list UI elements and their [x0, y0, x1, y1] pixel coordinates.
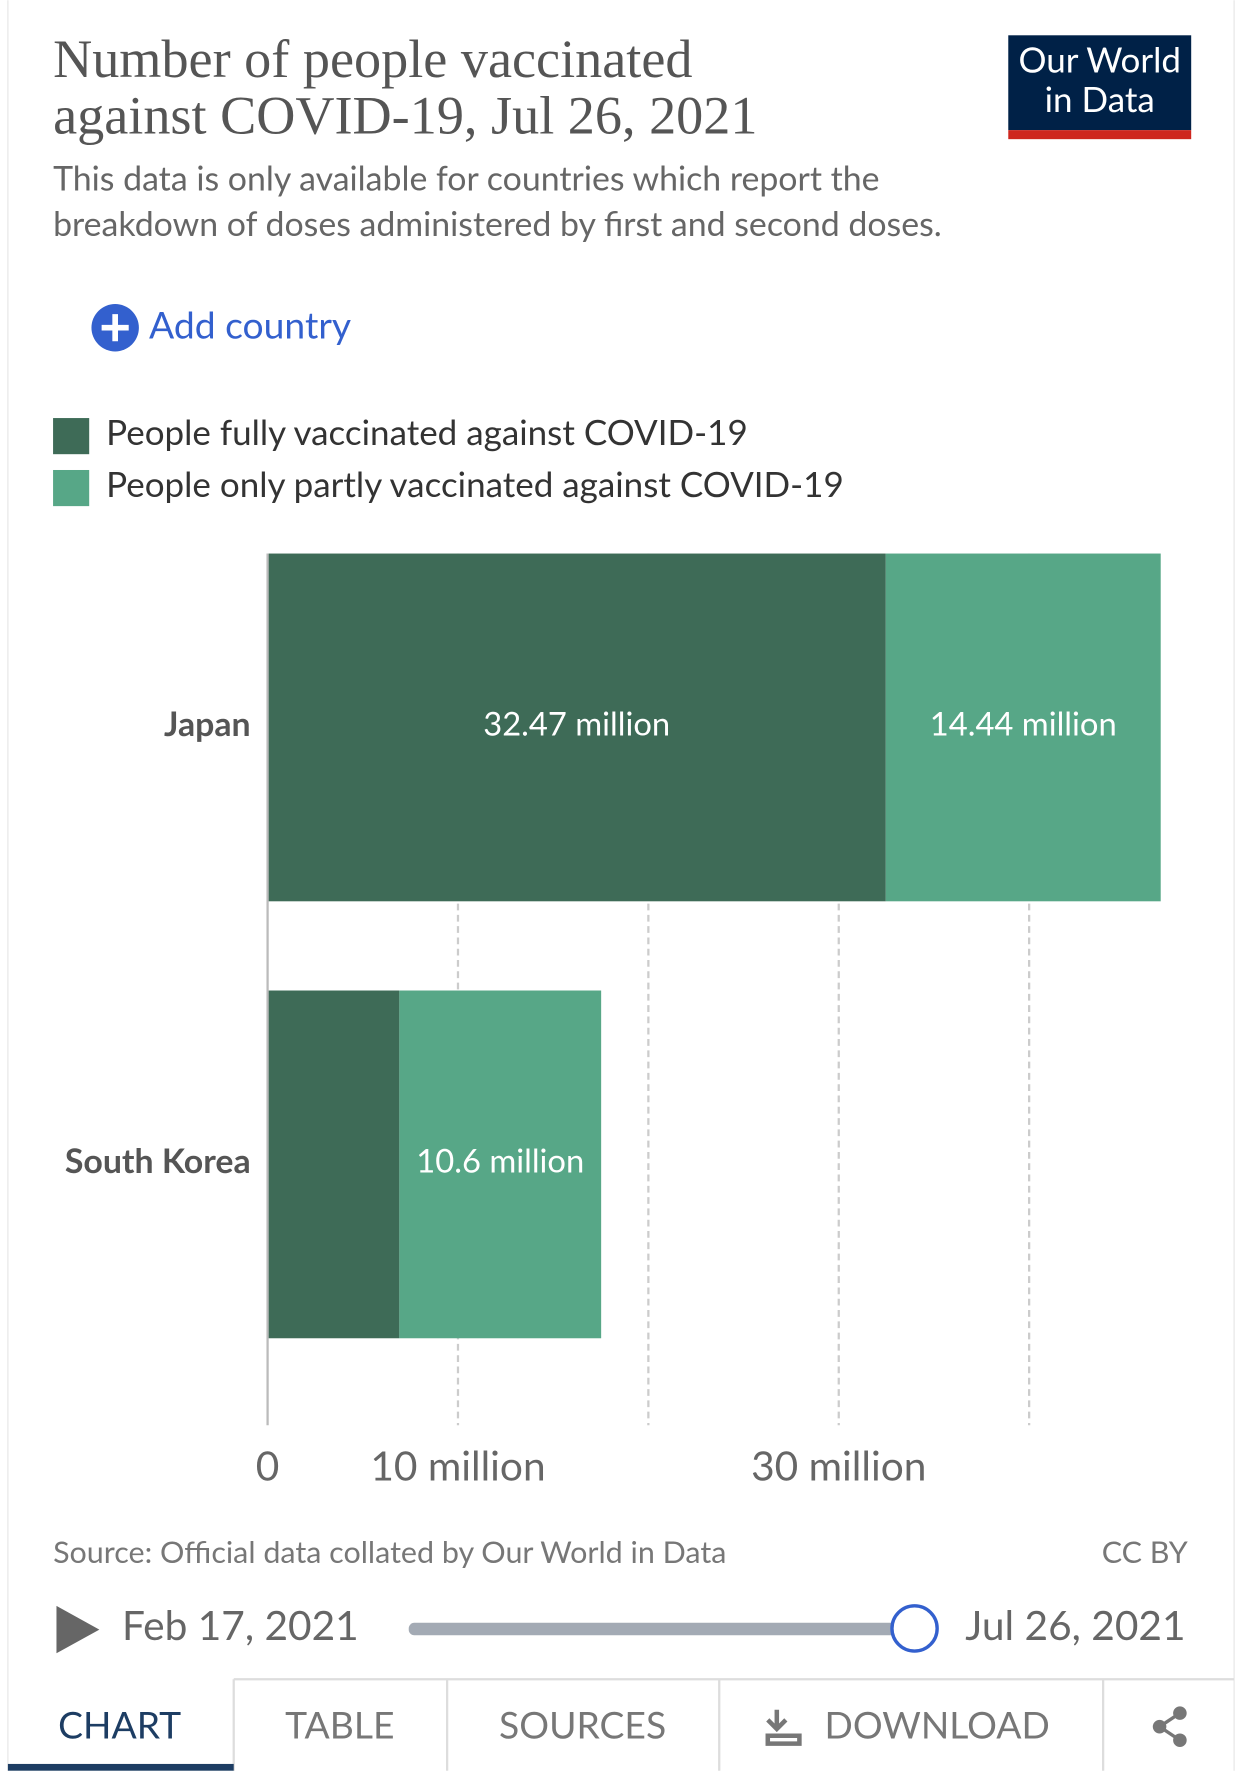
tab[interactable]: CHART: [58, 1701, 181, 1746]
timeline-handle[interactable]: [890, 1604, 939, 1653]
license[interactable]: CC BY: [1102, 1534, 1188, 1570]
subtitle: This data is only available for countrie…: [53, 159, 880, 199]
x-tick-label: 10 million: [370, 1441, 545, 1490]
legend-swatch: [53, 469, 90, 507]
timeline-end: Jul 26, 2021: [965, 1600, 1185, 1649]
x-tick-label: 30 million: [751, 1441, 926, 1490]
tabs: CHART TABLE SOURCES DOWNLOAD: [7, 1678, 1235, 1771]
value-label: 32.47 million: [483, 704, 670, 743]
category-label: South Korea: [65, 1141, 251, 1181]
share-icon[interactable]: [1152, 1706, 1187, 1747]
legend-label: People fully vaccinated against COVID-19: [106, 411, 748, 453]
add-country[interactable]: Add country: [91, 301, 351, 352]
title: against COVID-19, Jul 26, 2021: [53, 86, 757, 146]
timeline-start: Feb 17, 2021: [122, 1600, 359, 1649]
legend-swatch: [53, 418, 90, 455]
bar-segment: [267, 553, 886, 902]
subtitle: breakdown of doses administered by first…: [53, 204, 942, 244]
logo-bar: [1008, 130, 1192, 140]
x-tick-label: 0: [256, 1441, 280, 1490]
share-line: [1156, 1711, 1181, 1742]
legend-label: People only partly vaccinated against CO…: [106, 463, 844, 505]
tab[interactable]: DOWNLOAD: [824, 1701, 1049, 1746]
chart-area: People fully vaccinated against COVID-19…: [53, 411, 1161, 1490]
add-icon: [101, 314, 129, 342]
category-label: Japan: [164, 704, 251, 744]
active-tab-underline: [7, 1763, 234, 1771]
logo-text: in Data: [1045, 78, 1155, 120]
value-label: 10.6 million: [416, 1141, 584, 1180]
bar-segment: [267, 990, 400, 1339]
timeline-track[interactable]: [408, 1622, 915, 1636]
tab[interactable]: SOURCES: [499, 1701, 666, 1746]
add-country-label: Add country: [149, 301, 351, 346]
tab[interactable]: TABLE: [285, 1701, 394, 1746]
logo[interactable]: Our World in Data: [1008, 35, 1192, 140]
bar-segment: [885, 553, 1161, 902]
title: Number of people vaccinated: [53, 29, 692, 89]
play-button[interactable]: [56, 1605, 100, 1654]
value-label: 14.44 million: [930, 704, 1117, 743]
logo-text: Our World: [1018, 38, 1180, 80]
source: Source: Official data collated by Our Wo…: [53, 1534, 726, 1570]
logo-box: [1008, 35, 1192, 131]
download-icon: [765, 1709, 802, 1746]
bar-segment: [399, 990, 602, 1339]
